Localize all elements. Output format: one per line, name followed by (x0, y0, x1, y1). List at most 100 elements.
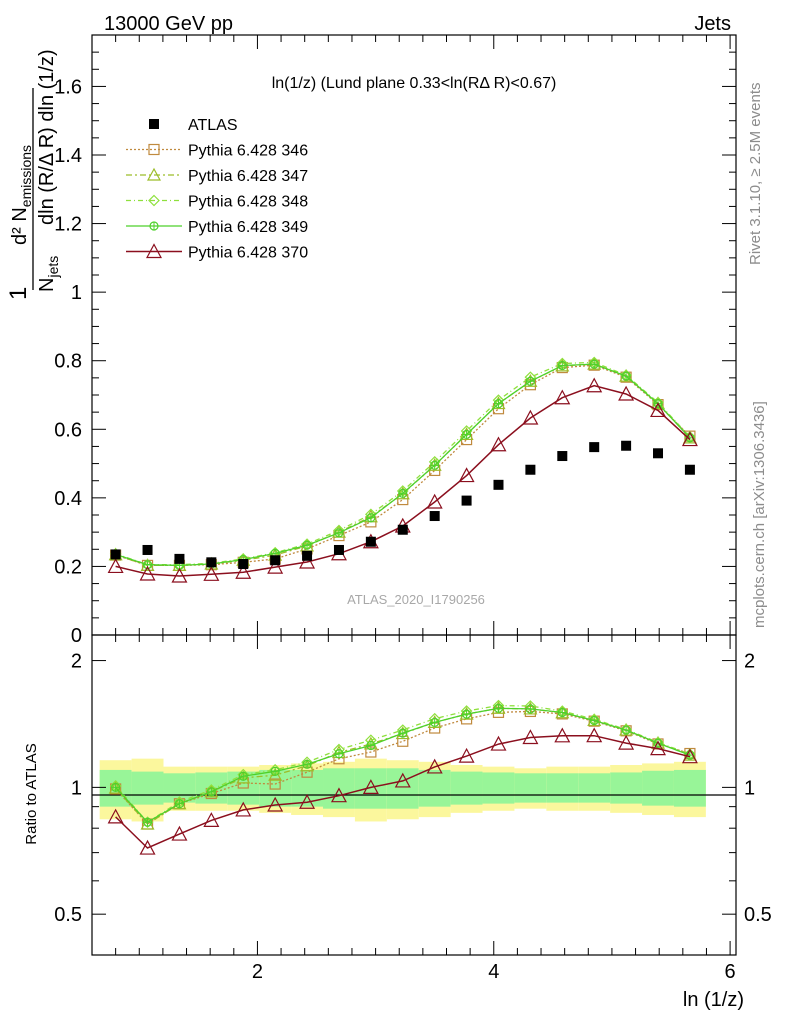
legend-item: Pythia 6.428 349 (126, 219, 308, 236)
legend: ATLAS Pythia 6.428 346 Pythia 6.428 347 Pyt… (126, 117, 308, 262)
series-370-ratio-point (267, 796, 284, 812)
series-370-ratio-line (115, 734, 691, 849)
y-tick-label: 0.8 (54, 351, 82, 373)
y-axis-label: 1 Njets d² Nemissions dln (R/Δ R) dln (1… (5, 49, 61, 300)
legend-label: Pythia 6.428 348 (188, 194, 308, 211)
uncertainty-band-inner (610, 772, 643, 804)
rivet-version-text: Rivet 3.1.10, ≥ 2.5M events (747, 83, 764, 266)
legend-label: ATLAS (188, 117, 238, 134)
legend-item: Pythia 6.428 346 (126, 143, 308, 160)
y-tick-label: 1.2 (54, 214, 82, 236)
uncertainty-band-inner (259, 769, 292, 807)
series-370-ratio-point (554, 727, 571, 743)
legend-marker (146, 167, 162, 181)
series-370-ratio-point (586, 727, 603, 743)
ratio-panel: 2 4 6 0.5 0.5 1 1 2 2 (54, 634, 772, 983)
series-370-point (171, 567, 188, 583)
y-tick-label: 0.2 (54, 556, 82, 578)
atlas-data-point (270, 555, 281, 566)
x-tick-label: 2 (252, 961, 263, 983)
uncertainty-band-inner (642, 770, 674, 806)
atlas-data-point (302, 550, 313, 561)
series-370-point (554, 389, 571, 405)
series-346-ratio-point (269, 778, 281, 790)
series-370-ratio-point (330, 787, 347, 803)
ratio-y-tick-label: 0.5 (54, 904, 82, 926)
series-346-line (115, 364, 691, 567)
legend-marker (148, 143, 160, 156)
atlas-data-point (461, 495, 472, 506)
legend-label: Pythia 6.428 347 (188, 168, 308, 185)
uncertainty-band-inner (673, 769, 706, 807)
main-panel: 0 0.2 0.4 0.6 0.8 1 1.2 1.4 1.6 (54, 34, 737, 647)
series-347-line (115, 363, 691, 567)
legend-item: Pythia 6.428 370 (126, 243, 308, 262)
legend-label: Pythia 6.428 349 (188, 219, 308, 236)
series-370-ratio-point (299, 793, 316, 809)
series-346-ratio-point (397, 735, 409, 747)
series-370-point (681, 431, 698, 447)
atlas-data-point (174, 553, 185, 564)
atlas-data-point (333, 544, 344, 555)
mcplots-credit-text: mcplots.cern.ch [arXiv:1306.3436] (751, 401, 768, 628)
uncertainty-band-inner (291, 769, 324, 807)
series-370-ratio-point (490, 735, 507, 751)
series-370-point (139, 565, 156, 581)
y-axis-label-numerator: d² Nemissions (9, 145, 34, 245)
uncertainty-band-inner (354, 768, 387, 809)
y-axis-label-denominator: dln (R/Δ R) dln (1/z) (36, 49, 58, 225)
series-370-point (490, 436, 507, 452)
series-370-point (299, 553, 316, 569)
uncertainty-band-inner (131, 771, 164, 805)
atlas-data-point (684, 464, 695, 475)
atlas-data-point (397, 524, 408, 535)
legend-marker-atlas (149, 119, 159, 129)
series-370-ratio-point (203, 812, 220, 827)
atlas-data-point (206, 557, 217, 568)
analysis-watermark: ATLAS_2020_I1790256 (347, 592, 485, 607)
series-370-point (586, 377, 603, 393)
uncertainty-band-inner (514, 773, 547, 803)
x-axis-label: ln (1/z) (683, 989, 744, 1011)
series-370-ratio-point (458, 747, 475, 763)
y-tick-label: 1 (71, 282, 82, 304)
series-370-point (267, 558, 284, 574)
atlas-data-point (110, 549, 121, 560)
ratio-y-tick-label: 1 (71, 777, 82, 799)
ratio-frame (91, 634, 737, 956)
ratio-y-tick-label-right: 0.5 (744, 904, 772, 926)
atlas-data-point (589, 442, 600, 453)
series-370-ratio-point (235, 801, 252, 817)
series-370-point (618, 385, 635, 401)
legend-item: Pythia 6.428 348 (126, 194, 308, 211)
legend-item: Pythia 6.428 347 (126, 167, 308, 185)
series-370-ratio-point (522, 729, 539, 745)
series-370-ratio-point (171, 825, 188, 841)
y-axis-label-numerator-one: 1 (5, 287, 32, 300)
series-370-ratio-point (426, 758, 443, 774)
y-axis-label-njets: Njets (36, 256, 61, 292)
legend-marker (145, 243, 163, 259)
plot-title: ln(1/z) (Lund plane 0.33<ln(RΔ R)<0.67) (272, 75, 557, 92)
series-370-ratio-point (681, 748, 698, 764)
x-tick-label: 4 (488, 961, 499, 983)
y-tick-label: 0.6 (54, 419, 82, 441)
atlas-data-point (429, 511, 440, 522)
legend-label: Pythia 6.428 370 (188, 245, 308, 262)
series-370-point (203, 566, 220, 581)
series-370-point (235, 563, 252, 579)
series-370-point (107, 558, 124, 574)
y-tick-label: 1.4 (54, 145, 82, 167)
atlas-data-point (238, 559, 249, 570)
series-370-point (522, 409, 539, 425)
uncertainty-band-inner (418, 769, 451, 807)
ratio-y-tick-label-right: 1 (744, 777, 755, 799)
series-370-line (115, 384, 691, 577)
atlas-data-point (493, 479, 504, 490)
ratio-y-axis-label: Ratio to ATLAS (23, 743, 40, 844)
series-370-point (458, 467, 475, 483)
series-370-ratio-point (650, 740, 667, 756)
y-tick-label: 0.4 (54, 488, 82, 510)
atlas-data-point (365, 536, 376, 547)
